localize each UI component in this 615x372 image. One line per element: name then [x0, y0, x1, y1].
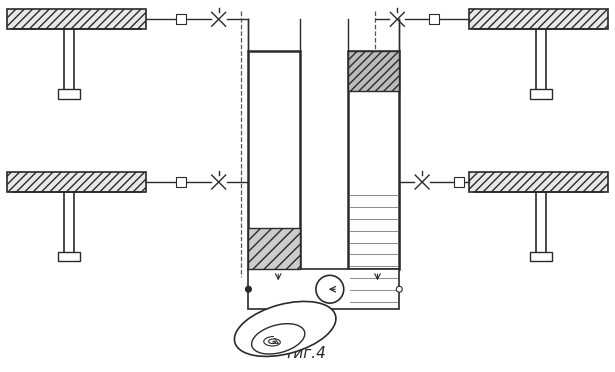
Bar [176, 177, 186, 187]
Bar [347, 51, 399, 91]
Bar [58, 251, 80, 262]
Bar [248, 269, 399, 309]
Ellipse shape [234, 301, 336, 356]
Bar [248, 228, 300, 269]
Bar [58, 89, 80, 99]
Circle shape [245, 286, 252, 292]
Circle shape [316, 275, 344, 303]
Bar [176, 14, 186, 24]
Circle shape [396, 286, 402, 292]
Bar [429, 14, 439, 24]
Bar [530, 89, 552, 99]
Bar [530, 251, 552, 262]
Bar [469, 172, 608, 192]
Bar [347, 51, 399, 269]
Bar [454, 177, 464, 187]
Bar [7, 172, 146, 192]
Bar [469, 9, 608, 29]
Text: Τиг.4: Τиг.4 [284, 346, 326, 361]
Bar [248, 51, 300, 269]
Bar [7, 9, 146, 29]
Ellipse shape [252, 324, 305, 354]
